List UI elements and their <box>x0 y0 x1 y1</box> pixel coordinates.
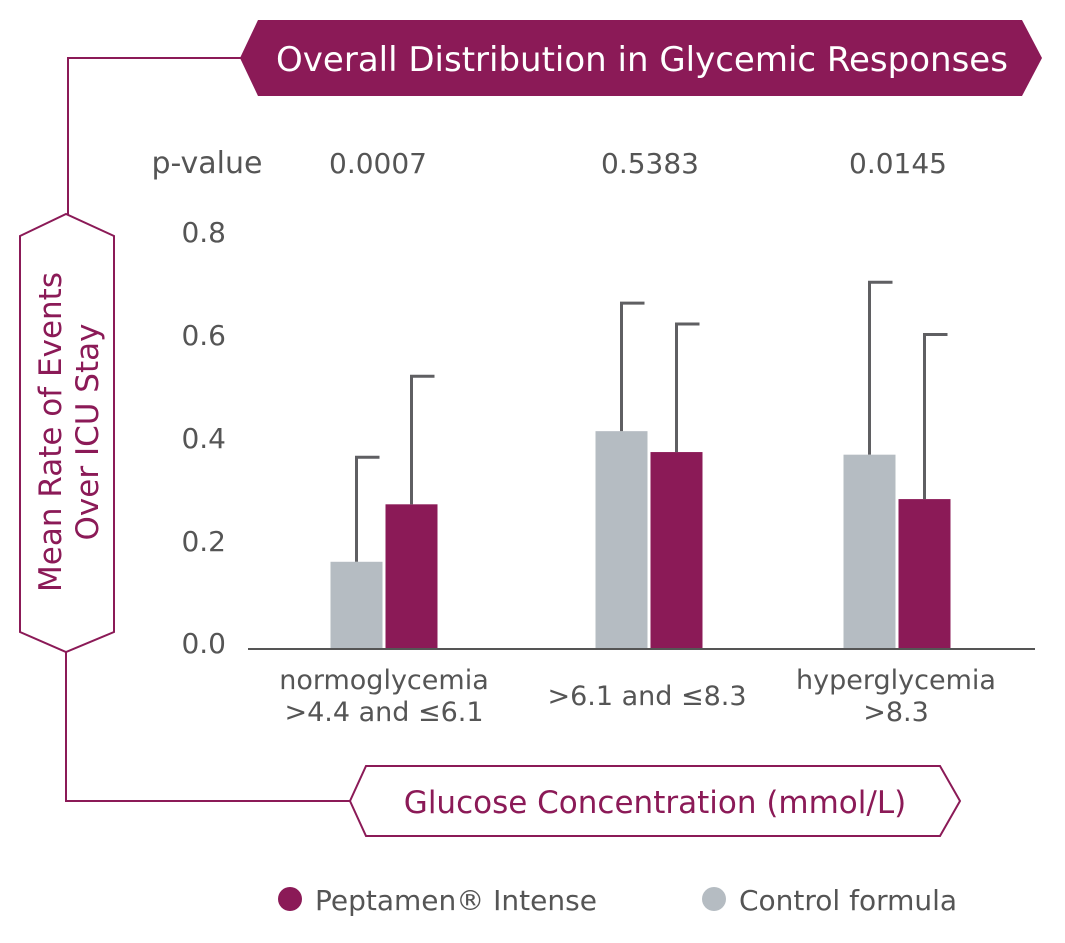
category-label: normoglycemia <box>279 665 489 696</box>
pvalue: 0.0145 <box>849 147 947 180</box>
title-banner <box>240 20 1042 96</box>
y-tick-label: 0.4 <box>181 422 226 455</box>
bars-layer <box>330 280 951 648</box>
y-tick-label: 0.0 <box>181 627 226 660</box>
bar-peptamen <box>650 452 703 648</box>
pvalue: 0.5383 <box>601 147 699 180</box>
bar-control <box>595 431 648 648</box>
bar-peptamen <box>385 504 438 648</box>
y-tick-label: 0.6 <box>181 319 226 352</box>
category-label: >6.1 and ≤8.3 <box>547 681 746 712</box>
ylabel-line-2: Over ICU Stay <box>70 324 106 541</box>
ylabel-frame <box>19 212 115 654</box>
legend-label-peptamen: Peptamen® Intense <box>315 884 597 917</box>
xlabel-connector-line <box>65 650 352 802</box>
chart-title: Overall Distribution in Glycemic Respons… <box>276 40 1008 80</box>
bar-peptamen <box>898 499 951 648</box>
legend-label-control: Control formula <box>739 884 957 917</box>
legend-swatch-peptamen <box>278 887 302 911</box>
bar-control <box>330 561 383 648</box>
title-connector-line <box>67 57 243 215</box>
legend-swatch-control <box>702 887 726 911</box>
category-label: >8.3 <box>863 697 929 728</box>
y-tick-label: 0.2 <box>181 525 226 558</box>
xlabel: Glucose Concentration (mmol/L) <box>404 785 906 821</box>
xlabel-frame <box>348 765 962 837</box>
bar-control <box>843 454 896 648</box>
category-label: >4.4 and ≤6.1 <box>284 697 483 728</box>
category-label: hyperglycemia <box>796 665 996 696</box>
ylabel-line-1: Mean Rate of Events <box>33 272 69 592</box>
pvalue-label: p-value <box>151 146 262 181</box>
y-tick-label: 0.8 <box>181 216 226 249</box>
pvalue: 0.0007 <box>329 147 427 180</box>
